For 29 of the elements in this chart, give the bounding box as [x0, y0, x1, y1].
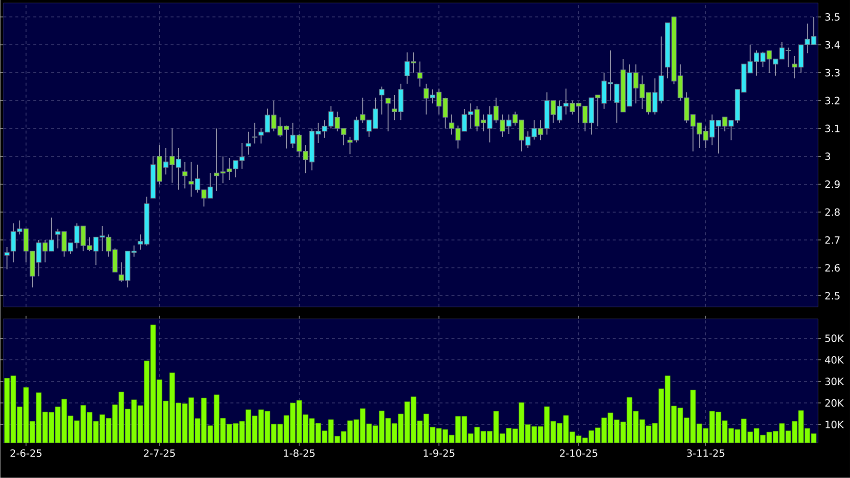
x-tick-label: 1-8-25	[284, 449, 315, 457]
y-tick-label: 50K	[825, 334, 844, 342]
y-tick-label: 2.7	[825, 236, 840, 244]
candlestick	[379, 86, 384, 115]
y-tick-label: 3.3	[825, 68, 840, 77]
y-tick-label: 3.1	[825, 124, 840, 132]
candlestick	[386, 97, 391, 132]
y-tick-label: 3.2	[825, 96, 840, 104]
candlestick	[417, 61, 422, 88]
x-tick-label: 1-9-25	[424, 449, 454, 457]
y-tick-label: 2.5	[825, 292, 840, 300]
candlestick	[182, 162, 188, 189]
y-tick-label: 40K	[825, 356, 844, 364]
y-tick-label: 2.9	[825, 180, 840, 188]
y-tick-label: 20K	[825, 399, 844, 407]
x-tick-label: 2-7-25	[144, 449, 175, 457]
x-tick-label: 2-6-25	[10, 449, 42, 457]
y-tick-label: 10K	[826, 420, 844, 428]
y-tick-label: 3.5	[825, 13, 840, 21]
candlestick	[252, 122, 258, 144]
y-tick-label: 2.8	[825, 208, 840, 216]
candlestick	[246, 131, 251, 156]
y-tick-label: 30K	[825, 378, 844, 386]
candlestick	[4, 246, 10, 270]
x-tick-label: 3-11-25	[687, 449, 724, 457]
y-tick-label: 2.6	[825, 264, 840, 272]
y-tick-label: 3	[825, 152, 830, 160]
x-tick-label: 2-10-25	[560, 449, 598, 457]
y-tick-label: 3.4	[825, 41, 840, 49]
